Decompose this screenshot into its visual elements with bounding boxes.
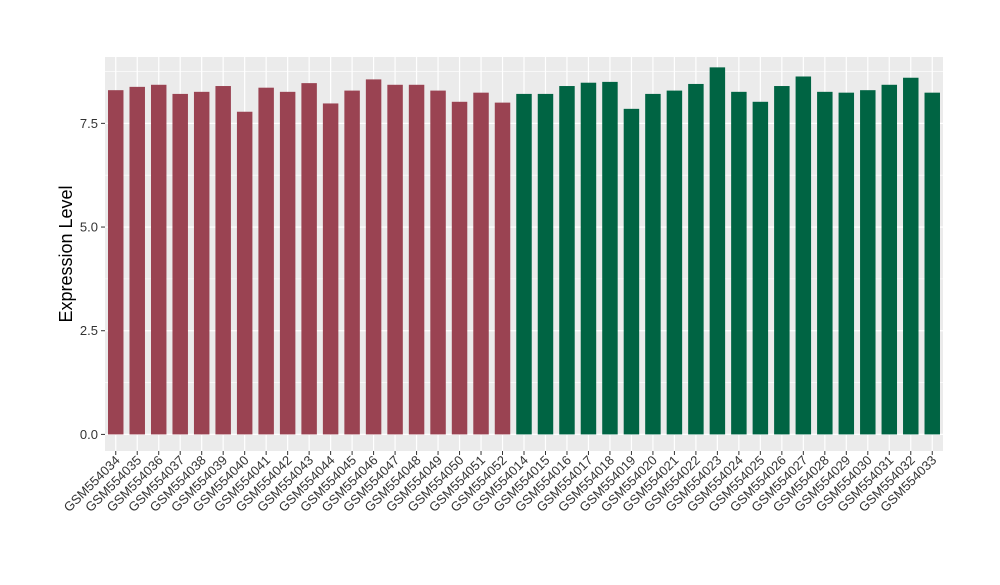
bar-GSM554029	[838, 92, 855, 435]
bar-GSM554048	[408, 84, 425, 435]
bar-GSM554014	[516, 93, 532, 435]
bar-GSM554018	[602, 81, 618, 435]
bar-GSM554050	[451, 101, 468, 435]
bar-GSM554037	[172, 93, 188, 435]
bar-GSM554028	[817, 91, 833, 435]
bar-GSM554015	[537, 93, 554, 435]
y-tick-label: 2.5	[80, 323, 98, 338]
bar-GSM554033	[924, 92, 940, 435]
bar-GSM554036	[150, 84, 167, 435]
bar-GSM554039	[215, 86, 231, 435]
bar-GSM554034	[108, 90, 124, 435]
y-tick-label: 7.5	[80, 116, 98, 131]
x-axis: GSM554034GSM554035GSM554036GSM554037GSM5…	[61, 451, 939, 515]
bar-GSM554030	[860, 90, 876, 435]
y-axis-label: Expression Level	[56, 185, 76, 322]
bar-GSM554051	[473, 92, 489, 435]
bar-GSM554019	[623, 108, 640, 435]
bar-GSM554027	[795, 76, 812, 435]
bar-GSM554025	[752, 101, 769, 435]
bar-GSM554047	[387, 84, 403, 435]
bar-GSM554044	[322, 103, 339, 435]
bar-GSM554043	[301, 83, 317, 435]
bar-GSM554024	[731, 91, 747, 435]
bar-GSM554052	[494, 102, 511, 435]
bar-GSM554040	[236, 111, 253, 435]
bar-GSM554031	[881, 84, 898, 435]
bar-GSM554016	[559, 86, 575, 435]
y-tick-label: 0.0	[80, 427, 98, 442]
bar-GSM554041	[258, 87, 274, 435]
bars-group	[108, 67, 940, 435]
bar-GSM554017	[580, 82, 597, 435]
bar-GSM554023	[709, 67, 726, 435]
y-tick-label: 5.0	[80, 220, 98, 235]
bar-GSM554021	[666, 90, 683, 435]
bar-GSM554046	[365, 79, 382, 435]
bar-GSM554035	[129, 86, 145, 435]
y-axis: 0.0 2.5 5.0 7.5	[80, 116, 105, 442]
bar-GSM554042	[279, 91, 296, 435]
bar-GSM554049	[430, 90, 446, 435]
bar-GSM554026	[774, 86, 790, 435]
bar-GSM554038	[193, 91, 210, 435]
bar-GSM554032	[903, 77, 919, 435]
bar-GSM554022	[688, 83, 704, 435]
bar-GSM554045	[344, 90, 360, 435]
bar-GSM554020	[645, 93, 661, 435]
